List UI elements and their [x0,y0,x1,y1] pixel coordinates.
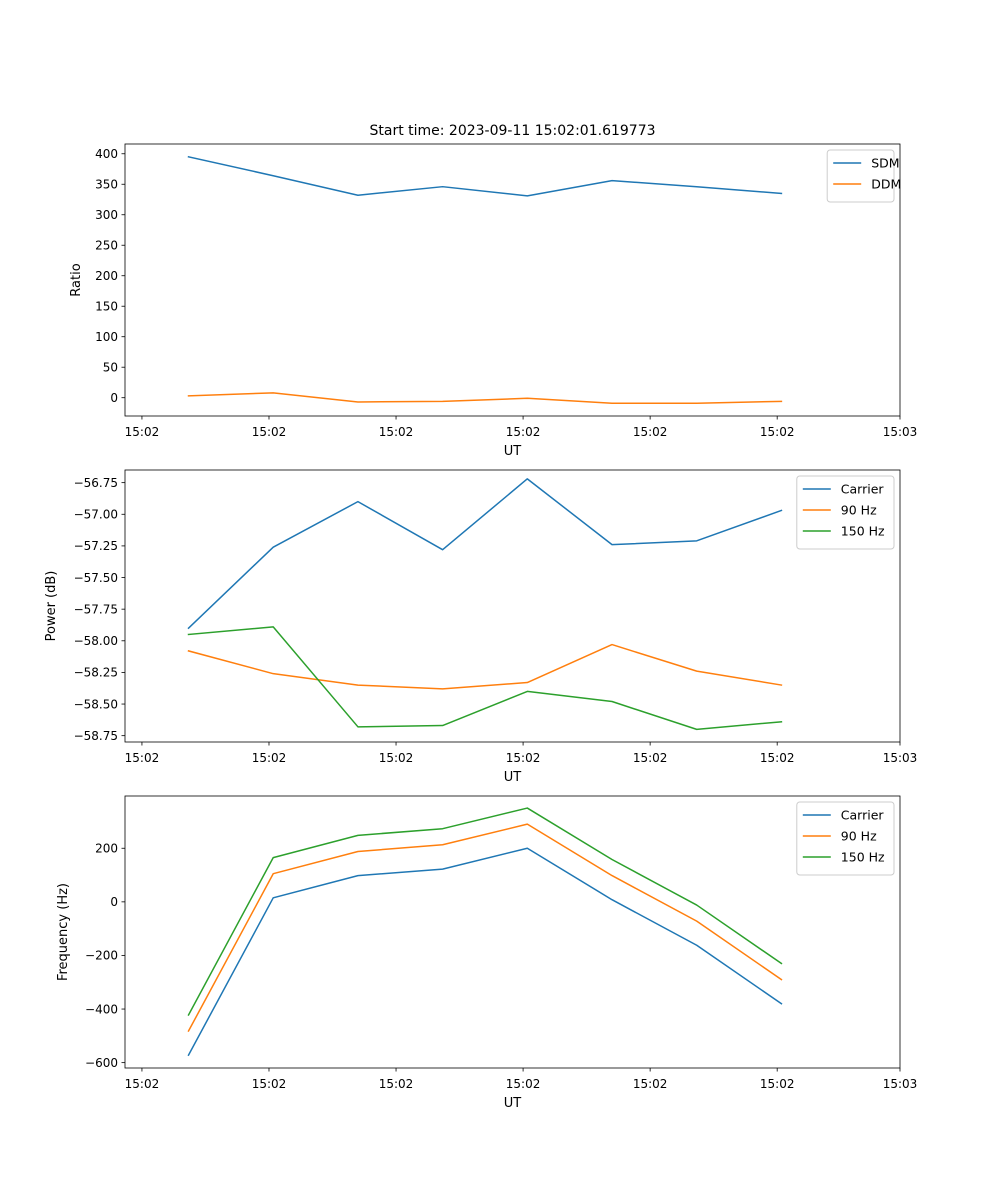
legend-label-90-hz: 90 Hz [841,503,877,518]
axes-frame [124,143,901,417]
legend-label-carrier: Carrier [841,482,885,497]
y-tick-label: −58.25 [74,666,118,680]
axes-frame [124,469,901,743]
x-axis-label: UT [504,1096,522,1111]
y-tick-label: 200 [95,269,118,283]
y-tick-label: 400 [95,147,118,161]
x-tick-label: 15:02 [633,751,668,765]
legend-label-carrier: Carrier [841,808,885,823]
legend-label-150-hz: 150 Hz [841,850,885,865]
y-tick-label: −56.75 [74,476,118,490]
x-tick-label: 15:02 [633,425,668,439]
y-tick-label: −600 [85,1056,118,1070]
y-tick-label: −200 [85,949,118,963]
subplot-3: 15:02 15:02 15:02 15:02 15:02 15:02 15:03 −600 −… [56,795,918,1111]
x-tick-label: 15:03 [883,751,918,765]
series-line-150-hz [187,626,783,731]
y-axis-label: Ratio [69,263,84,296]
y-tick-label: 0 [110,895,118,909]
legend-label-ddm: DDM [871,177,901,192]
y-tick-label: −58.00 [74,634,118,648]
chart-title: Start time: 2023-09-11 15:02:01.619773 [369,123,655,139]
y-tick-label: 300 [95,208,118,222]
y-axis-label: Frequency (Hz) [56,883,71,981]
y-tick-label: 150 [95,300,118,314]
x-tick-label: 15:02 [506,1077,541,1091]
y-tick-label: −57.50 [74,571,118,585]
legend-label-90-hz: 90 Hz [841,829,877,844]
y-tick-label: 250 [95,239,118,253]
series-line-90-hz [187,823,783,1033]
subplot-2: 15:02 15:02 15:02 15:02 15:02 15:02 15:03 −58.7… [44,469,918,785]
legend: SDM DDM [826,149,901,203]
series-line-sdm [187,155,783,197]
y-tick-label: 0 [110,391,118,405]
y-tick-label: 50 [103,361,118,375]
y-tick-label: −58.75 [74,729,118,743]
y-tick-label: 200 [95,842,118,856]
series-line-90-hz [187,643,783,690]
x-tick-label: 15:02 [379,1077,414,1091]
x-tick-label: 15:02 [379,425,414,439]
plots-container: 15:02 15:02 15:02 15:02 15:02 15:02 15:03 0 50 10… [44,143,918,1111]
x-tick-label: 15:02 [760,751,795,765]
y-tick-label: −57.00 [74,508,118,522]
axes-frame [124,795,901,1069]
y-tick-label: −57.75 [74,602,118,616]
y-axis-label: Power (dB) [44,571,59,642]
x-tick-label: 15:02 [633,1077,668,1091]
x-tick-label: 15:02 [125,425,160,439]
y-tick-label: 350 [95,178,118,192]
y-tick-label: −57.25 [74,539,118,553]
x-tick-label: 15:02 [760,1077,795,1091]
x-tick-label: 15:02 [252,1077,287,1091]
x-tick-label: 15:02 [506,425,541,439]
y-tick-label: −58.50 [74,697,118,711]
y-tick-label: −400 [85,1002,118,1016]
x-tick-label: 15:02 [760,425,795,439]
x-tick-label: 15:02 [379,751,414,765]
x-axis-label: UT [504,444,522,459]
y-tick-label: 100 [95,330,118,344]
x-tick-label: 15:03 [883,425,918,439]
x-tick-label: 15:02 [125,1077,160,1091]
x-tick-label: 15:02 [252,425,287,439]
series-line-carrier [187,478,783,630]
legend-label-150-hz: 150 Hz [841,524,885,539]
series-line-150-hz [187,807,783,1016]
x-tick-label: 15:02 [125,751,160,765]
legend: Carrier 90 Hz 150 Hz [796,801,895,876]
legend: Carrier 90 Hz 150 Hz [796,475,895,550]
x-tick-label: 15:02 [252,751,287,765]
legend-label-sdm: SDM [871,156,899,171]
x-tick-label: 15:02 [506,751,541,765]
series-line-ddm [187,392,783,404]
series-line-carrier [187,847,783,1057]
subplot-1: 15:02 15:02 15:02 15:02 15:02 15:02 15:03 0 50 10… [69,143,918,459]
x-axis-label: UT [504,770,522,785]
x-tick-label: 15:03 [883,1077,918,1091]
